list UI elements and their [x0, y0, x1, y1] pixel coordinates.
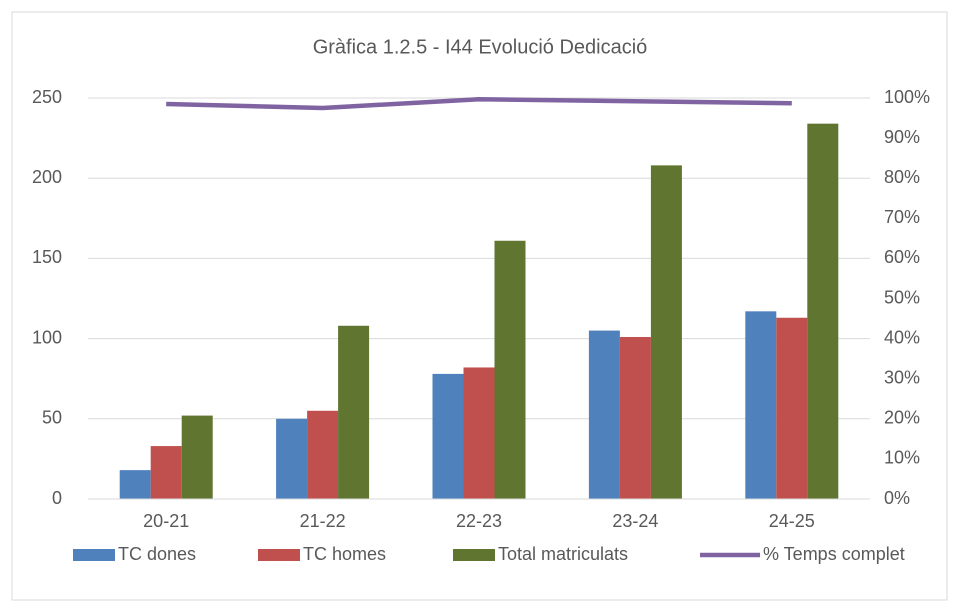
legend-label: TC dones [118, 544, 196, 564]
y2-tick-label: 100% [884, 87, 930, 107]
y-tick-label: 200 [32, 167, 62, 187]
y2-tick-label: 0% [884, 488, 910, 508]
legend-label: Total matriculats [498, 544, 628, 564]
x-tick-label: 24-25 [769, 511, 815, 531]
y2-tick-label: 50% [884, 287, 920, 307]
y-tick-label: 0 [52, 488, 62, 508]
bar [776, 317, 808, 499]
y2-tick-label: 20% [884, 408, 920, 428]
bar [807, 123, 839, 499]
x-tick-label: 20-21 [143, 511, 189, 531]
bar [181, 415, 213, 499]
y-tick-label: 100 [32, 327, 62, 347]
bar [338, 325, 370, 499]
legend-label: TC homes [303, 544, 386, 564]
bar [276, 418, 308, 499]
bar [650, 165, 682, 500]
bar [463, 367, 495, 499]
chart-border [11, 11, 948, 601]
legend-swatch [453, 549, 495, 561]
y-tick-label: 250 [32, 87, 62, 107]
y2-tick-label: 60% [884, 247, 920, 267]
line-series [166, 96, 792, 111]
y2-tick-label: 90% [884, 127, 920, 147]
y2-tick-label: 40% [884, 327, 920, 347]
x-tick-label: 23-24 [612, 511, 658, 531]
y2-tick-label: 30% [884, 367, 920, 387]
legend-label: % Temps complet [763, 544, 905, 564]
x-tick-label: 22-23 [456, 511, 502, 531]
y-tick-label: 50 [42, 408, 62, 428]
y2-tick-label: 70% [884, 207, 920, 227]
y-tick-label: 150 [32, 247, 62, 267]
bar [745, 311, 777, 499]
bar [494, 240, 526, 500]
legend-swatch [73, 549, 115, 561]
bar [432, 373, 464, 499]
x-tick-label: 21-22 [300, 511, 346, 531]
bar [588, 330, 620, 499]
y2-tick-label: 80% [884, 167, 920, 187]
y2-tick-label: 10% [884, 448, 920, 468]
bar [307, 410, 339, 499]
bar [119, 470, 151, 499]
bar [619, 336, 651, 499]
chart-title: Gràfica 1.2.5 - I44 Evolució Dedicació [313, 36, 648, 58]
bar [150, 446, 182, 499]
legend-swatch [258, 549, 300, 561]
